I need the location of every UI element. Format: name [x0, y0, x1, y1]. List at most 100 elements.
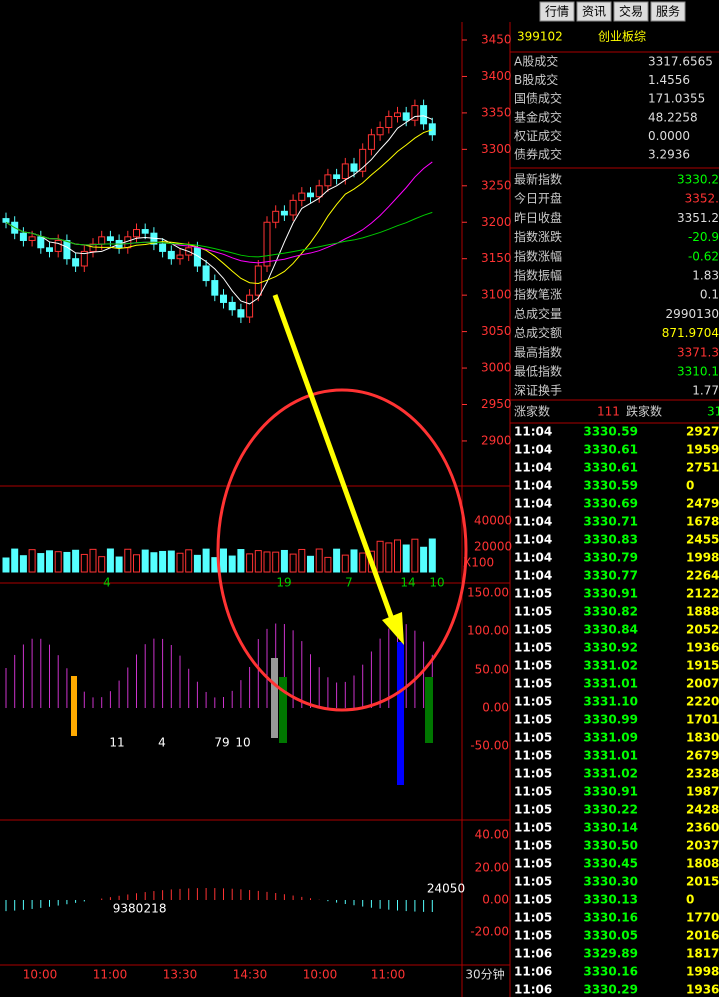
tick-time: 11:04 — [514, 479, 552, 493]
candle — [211, 280, 219, 296]
tick-volume: 2052万 — [686, 623, 719, 637]
signal-bar — [271, 658, 278, 738]
tick-price: 3330.29 — [583, 983, 638, 997]
stat-label: 最高指数 — [514, 344, 562, 359]
candle — [54, 239, 62, 252]
candle — [289, 199, 297, 216]
annotation: 4 — [103, 576, 111, 590]
volume-bar — [72, 549, 80, 573]
candle — [228, 301, 236, 311]
tick-time: 11:05 — [514, 641, 552, 655]
tick-time: 11:05 — [514, 893, 552, 907]
candle — [19, 232, 27, 241]
annotation: 218 — [144, 902, 167, 916]
breadth-up-label: 涨家数 — [514, 404, 550, 419]
time-axis-label: 11:00 — [371, 968, 406, 982]
volume-bar — [80, 553, 88, 573]
turnover-value: 0.0000 — [648, 129, 690, 143]
stat-value: -0.62 — [688, 249, 719, 263]
stat-label: 今日开盘 — [514, 191, 562, 206]
turnover-value: 1.4556 — [648, 73, 690, 87]
tick-price: 3330.16 — [583, 911, 638, 925]
highlight-arrow-head — [382, 612, 404, 645]
tick-price: 3329.89 — [583, 947, 638, 961]
annotation: 11 — [109, 736, 124, 750]
stat-value: 3310.1 — [677, 365, 719, 379]
breadth-down: 31 — [707, 405, 719, 419]
tick-time: 11:04 — [514, 569, 552, 583]
volume-bar — [28, 549, 36, 573]
period-label: 30分钟 — [465, 967, 504, 982]
annotation: 10 — [235, 736, 250, 750]
turnover-value: 48.2258 — [648, 110, 698, 124]
volume-bar — [315, 548, 323, 573]
candle — [367, 134, 375, 150]
annotation: 10 — [429, 576, 444, 590]
toolbar-button[interactable] — [650, 1, 686, 22]
toolbar-button[interactable] — [613, 1, 649, 22]
tick-time: 11:05 — [514, 587, 552, 601]
price-axis-label: 3300 — [481, 142, 512, 156]
stat-value: 2990130 — [666, 307, 719, 321]
candle — [37, 236, 45, 249]
tick-time: 11:05 — [514, 623, 552, 637]
price-axis-label: 3200 — [481, 215, 512, 229]
tick-price: 3330.69 — [583, 497, 638, 511]
toolbar-button[interactable] — [539, 1, 575, 22]
candle — [402, 112, 410, 121]
tick-volume: 1998万 — [686, 965, 719, 979]
candle — [376, 126, 384, 136]
frame — [0, 22, 719, 997]
volume-bar — [428, 538, 436, 573]
tick-time: 11:05 — [514, 803, 552, 817]
tick-price: 3331.02 — [583, 767, 638, 781]
tick-volume: 1770万 — [686, 911, 719, 925]
annotation: 4 — [158, 736, 166, 750]
stat-label: 指数涨跌 — [514, 229, 562, 244]
tick-price: 3331.01 — [583, 677, 638, 691]
tick-price: 3330.91 — [583, 587, 638, 601]
candle — [324, 174, 332, 187]
tick-time: 11:05 — [514, 713, 552, 727]
tick-volume: 2479万 — [686, 497, 719, 511]
volume-bar — [411, 538, 419, 573]
tick-volume: 1936万 — [686, 641, 719, 655]
candle — [80, 250, 88, 267]
stat-label: 深证换手 — [514, 384, 562, 398]
toolbar-label: 服务 — [656, 4, 680, 19]
macd-axis-label: 40.00 — [475, 828, 509, 842]
candle — [220, 294, 227, 303]
moving-average — [5, 115, 433, 305]
volume-bar — [193, 554, 201, 573]
highlight-arrow — [272, 294, 396, 623]
stat-value: 871.9704 — [662, 326, 719, 340]
volume-bar — [228, 555, 236, 573]
tick-time: 11:05 — [514, 659, 552, 673]
tick-time: 11:04 — [514, 461, 552, 475]
volume-bar — [220, 548, 227, 573]
candle — [280, 210, 288, 216]
tick-price: 3330.30 — [583, 875, 638, 889]
tick-volume: 2927万 — [686, 425, 719, 439]
toolbar-button[interactable] — [576, 1, 612, 22]
candle — [89, 243, 97, 252]
tick-volume: 2360万 — [686, 821, 719, 835]
tick-time: 11:05 — [514, 929, 552, 943]
tick-volume: 0 — [686, 893, 694, 907]
tick-volume: 0 — [686, 479, 694, 493]
volume-bar — [350, 549, 358, 573]
tick-price: 3330.13 — [583, 893, 638, 907]
price-axis-label: 2950 — [481, 397, 512, 411]
tick-price: 3331.01 — [583, 749, 638, 763]
tick-price: 3331.09 — [583, 731, 638, 745]
tick-time: 11:05 — [514, 767, 552, 781]
stat-label: 最低指数 — [514, 364, 562, 379]
tick-time: 11:04 — [514, 551, 552, 565]
tick-time: 11:04 — [514, 497, 552, 511]
tick-volume: 1987万 — [686, 785, 719, 799]
time-axis-label: 11:00 — [93, 968, 128, 982]
macd-axis-label: -20.00 — [470, 925, 509, 939]
tick-time: 11:05 — [514, 785, 552, 799]
volume-bar — [89, 548, 97, 573]
tick-time: 11:05 — [514, 821, 552, 835]
